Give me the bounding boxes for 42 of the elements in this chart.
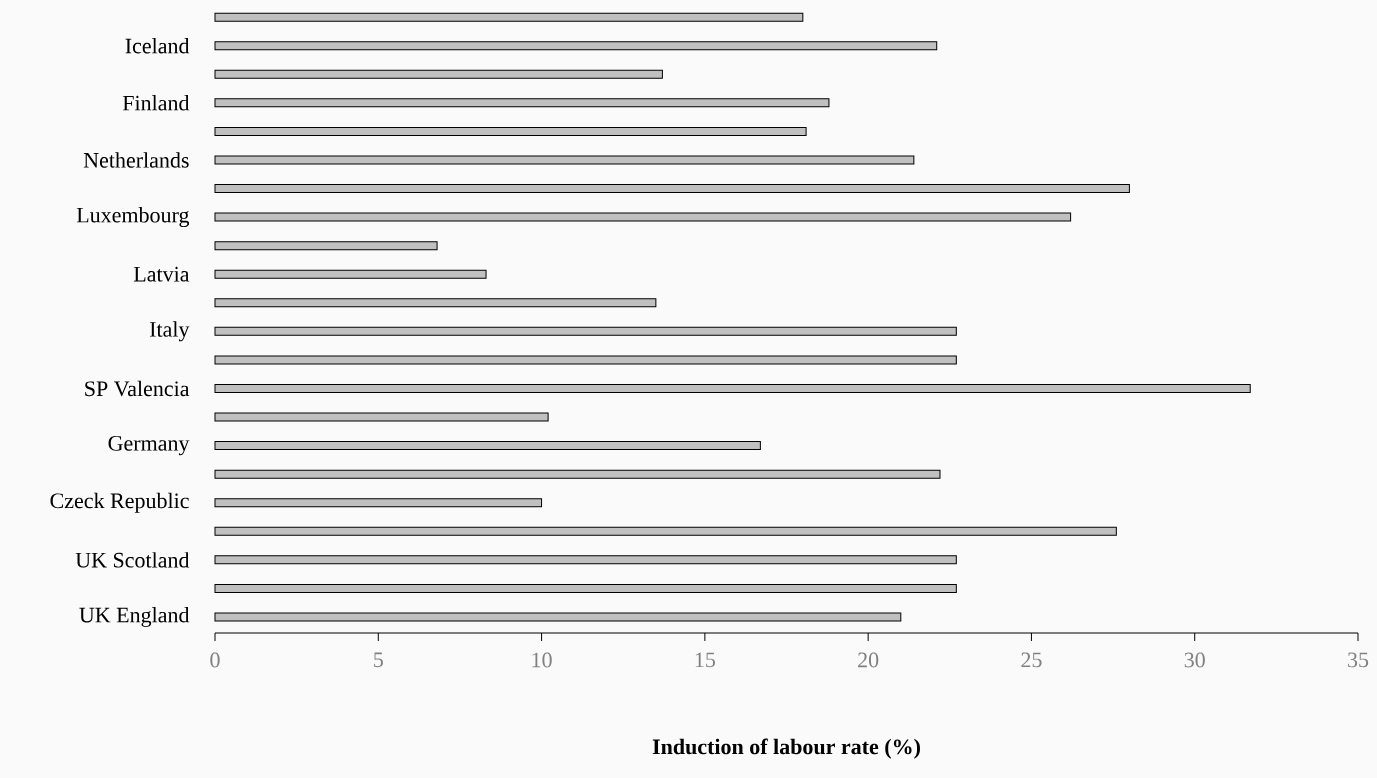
y-tick-label: UK England xyxy=(79,607,190,628)
bar xyxy=(214,355,957,365)
y-tick-label: SP Valencia xyxy=(85,380,190,397)
x-tick-label: 25 xyxy=(1021,652,1042,668)
y-tick-label: Luxembourg xyxy=(76,207,190,228)
bar xyxy=(214,269,487,279)
bar xyxy=(214,412,549,422)
bar xyxy=(214,69,663,79)
y-tick-label: UK Scotland xyxy=(75,552,190,568)
x-tick-label: 20 xyxy=(858,652,879,668)
bar xyxy=(214,583,957,593)
y-tick-label: Czeck Republic xyxy=(50,492,189,513)
bar xyxy=(214,155,915,165)
y-tick-label: Netherlands xyxy=(83,152,189,168)
y-tick-label: Iceland xyxy=(125,37,190,54)
bar xyxy=(214,298,657,308)
x-tick-label: 30 xyxy=(1184,652,1205,668)
bar xyxy=(214,184,1130,194)
bar xyxy=(214,469,941,479)
y-tick-label: Italy xyxy=(149,321,190,342)
x-tick-label: 15 xyxy=(695,652,715,668)
bar xyxy=(214,212,1072,222)
bar xyxy=(214,98,830,108)
x-tick-label: 0 xyxy=(210,652,220,668)
bar xyxy=(214,41,938,51)
bar xyxy=(214,326,957,336)
x-tick-label: 10 xyxy=(532,652,552,668)
x-axis-title: Induction of labour rate (%) xyxy=(652,738,920,759)
bar xyxy=(214,441,761,451)
bar xyxy=(214,498,543,508)
bar xyxy=(214,126,807,136)
bar xyxy=(214,612,902,622)
x-tick-label: 5 xyxy=(374,652,383,668)
bar xyxy=(214,241,438,251)
bar xyxy=(214,555,957,565)
bar xyxy=(214,383,1251,393)
x-tick-label: 35 xyxy=(1348,652,1369,668)
bar xyxy=(214,526,1117,536)
y-tick-label: Latvia xyxy=(133,266,190,282)
bar xyxy=(214,12,804,22)
y-tick-label: Germany xyxy=(108,435,190,456)
y-tick-label: Finland xyxy=(122,95,190,111)
